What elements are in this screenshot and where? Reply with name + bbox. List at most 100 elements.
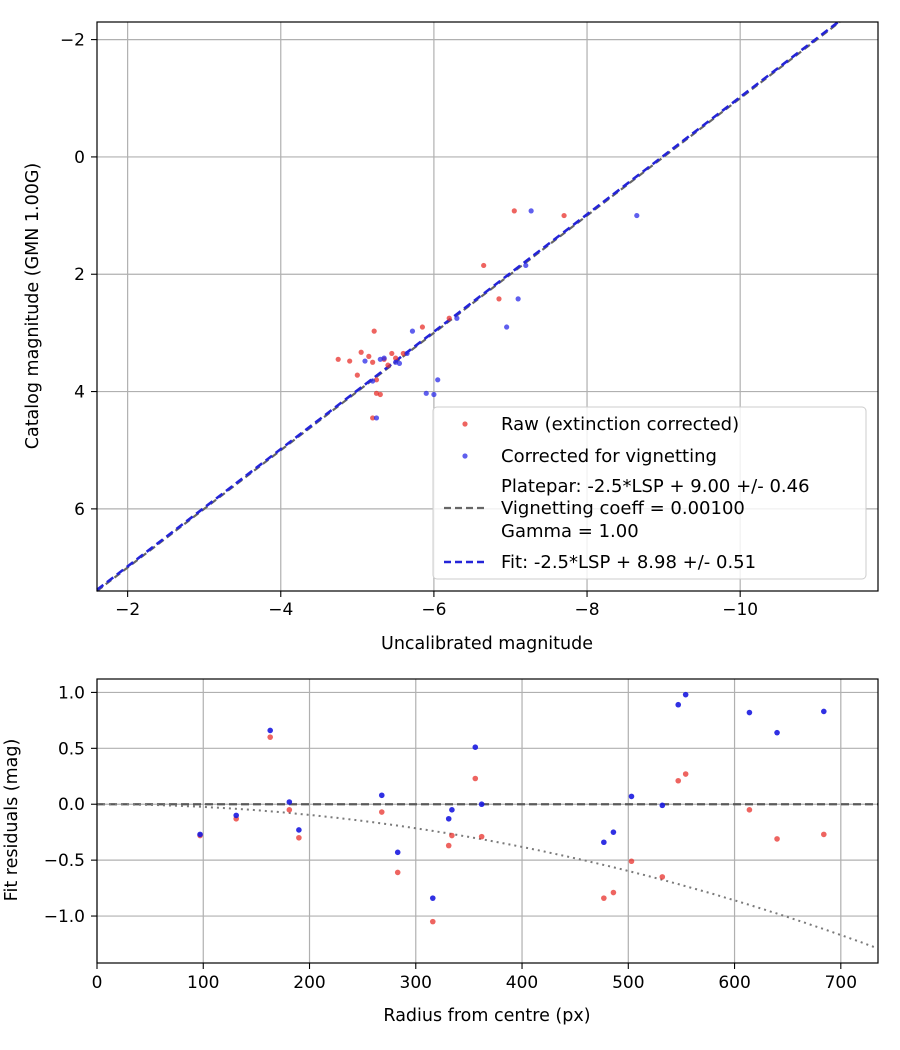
corrected-point: [381, 355, 387, 361]
top-y-tick-label: 6: [74, 500, 85, 520]
top-data-points: [335, 208, 640, 421]
top-y-tick-label: 4: [74, 383, 85, 403]
corrected-point: [528, 208, 534, 214]
raw-point: [393, 355, 399, 361]
legend-platepar-line2: Vignetting coeff = 0.00100: [501, 498, 745, 519]
residual-raw-point: [610, 889, 617, 896]
raw-point: [561, 212, 567, 219]
residual-raw-point: [821, 831, 827, 838]
raw-point: [511, 208, 517, 214]
residual-corrected-point: [449, 807, 455, 813]
residual-raw-point: [628, 858, 635, 865]
bottom-y-tick-label: 0.5: [58, 739, 85, 759]
bottom-x-tick-label: 700: [825, 973, 857, 993]
residual-corrected-point: [267, 727, 274, 734]
residual-raw-point: [429, 918, 436, 925]
top-y-tick-label: −2: [60, 31, 85, 51]
residual-raw-point: [601, 895, 607, 901]
residual-raw-point: [449, 832, 455, 839]
residual-corrected-point: [746, 709, 753, 716]
bottom-grid: [96, 679, 878, 963]
residual-raw-point: [659, 874, 666, 880]
residual-corrected-point: [659, 802, 666, 809]
raw-point: [389, 350, 395, 357]
bottom-data-points: [197, 691, 827, 925]
residual-corrected-point: [296, 827, 302, 833]
vignetting-curve-path: [97, 803, 879, 950]
raw-point: [358, 349, 364, 355]
legend-platepar-line3: Gamma = 1.00: [501, 521, 639, 542]
residual-corrected-point: [478, 801, 485, 808]
corrected-point: [523, 262, 529, 269]
residual-corrected-point: [675, 701, 682, 708]
residual-corrected-point: [378, 792, 385, 799]
bottom-x-tick-label: 600: [718, 973, 750, 993]
residual-corrected-point: [682, 691, 689, 698]
legend-platepar-line1: Platepar: -2.5*LSP + 9.00 +/- 0.46: [501, 476, 810, 497]
top-x-tick-label: −8: [575, 600, 600, 620]
raw-point: [347, 358, 353, 364]
residual-raw-point: [746, 807, 753, 813]
bottom-y-tick-label: −1.0: [44, 907, 85, 927]
residual-raw-point: [478, 833, 485, 840]
raw-point: [354, 372, 360, 378]
bottom-y-axis-label: Fit residuals (mag): [2, 739, 22, 902]
legend-corrected-label: Corrected for vignetting: [501, 446, 717, 467]
bottom-x-tick-label: 300: [400, 973, 432, 993]
raw-point: [446, 315, 452, 321]
bottom-y-tick-label: −0.5: [44, 851, 85, 871]
bottom-x-tick-label: 400: [506, 973, 538, 993]
raw-point: [481, 262, 487, 269]
raw-point: [371, 328, 377, 334]
corrected-point: [431, 391, 437, 398]
corrected-point: [362, 358, 368, 364]
vignetting-curve: [97, 803, 879, 950]
bottom-y-tick-label: 1.0: [58, 683, 85, 703]
top-x-tick-label: −6: [421, 600, 446, 620]
residual-corrected-point: [610, 829, 617, 835]
residual-corrected-point: [197, 831, 203, 838]
bottom-x-ticks: 0 100 200 300 400 500 600 700: [92, 963, 857, 993]
bottom-x-tick-label: 100: [187, 973, 219, 993]
corrected-point: [435, 377, 441, 383]
residual-corrected-point: [472, 744, 479, 751]
residual-raw-point: [774, 836, 780, 842]
raw-point: [377, 391, 383, 398]
legend-box: [432, 406, 867, 580]
legend-raw-label: Raw (extinction corrected): [501, 414, 739, 435]
residual-raw-point: [286, 807, 293, 813]
top-x-ticks: −2 −4 −6 −8 −10: [115, 591, 758, 620]
calibration-scatter-plot: −2 −4 −6 −8 −10 −2 0 2 4 6 Uncalibrated magnitud…: [23, 19, 879, 654]
legend-fit-label: Fit: -2.5*LSP + 8.98 +/- 0.51: [501, 552, 756, 573]
raw-point: [385, 362, 391, 368]
corrected-point: [423, 390, 429, 396]
corrected-point: [373, 415, 380, 421]
residual-corrected-point: [601, 839, 607, 846]
top-x-tick-label: −4: [268, 600, 293, 620]
corrected-point: [396, 360, 403, 366]
residual-corrected-point: [445, 815, 452, 822]
corrected-point: [515, 296, 521, 302]
raw-point: [370, 359, 376, 365]
residuals-scatter-plot: 0 100 200 300 400 500 600 700 1.0 0.5 0.0 −0.5 −1.0…: [2, 678, 879, 1026]
bottom-x-tick-label: 0: [92, 973, 103, 993]
residual-raw-point: [675, 777, 682, 784]
raw-point: [400, 350, 406, 357]
top-y-ticks: −2 0 2 4 6: [60, 31, 97, 520]
residual-corrected-point: [628, 793, 635, 800]
raw-point: [335, 356, 341, 362]
top-y-axis-label: Catalog magnitude (GMN 1.00G): [23, 163, 43, 450]
legend-raw-marker: [462, 421, 468, 427]
residual-raw-point: [472, 775, 479, 782]
residual-raw-point: [394, 869, 401, 876]
raw-point: [419, 324, 426, 330]
residual-corrected-point: [394, 849, 401, 856]
bottom-x-tick-label: 200: [293, 973, 325, 993]
raw-point: [370, 415, 376, 421]
residual-raw-point: [378, 809, 385, 815]
legend: Raw (extinction corrected) Corrected for…: [432, 406, 867, 580]
raw-point: [496, 296, 502, 302]
fit-line: [96, 19, 841, 591]
corrected-point: [634, 212, 640, 219]
